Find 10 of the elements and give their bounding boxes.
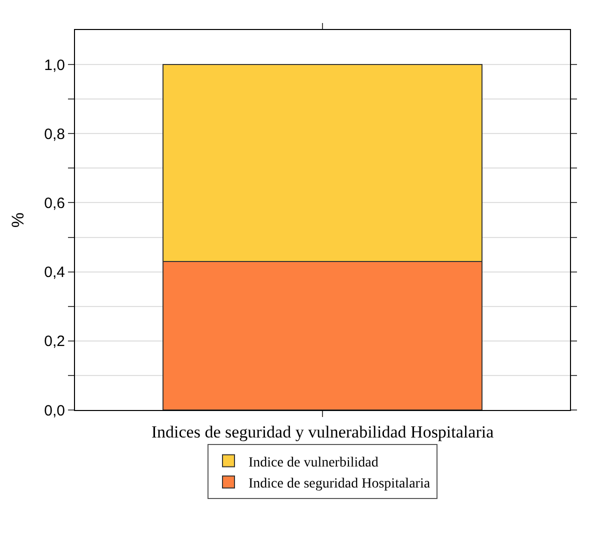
legend-label: Indice de seguridad Hospitalaria <box>248 476 431 492</box>
y-tick-label: 0,4 <box>44 264 65 282</box>
y-axis-title: % <box>8 212 28 228</box>
legend-label: Indice de vulnerbilidad <box>248 455 378 470</box>
y-tick-label: 0,2 <box>44 333 65 350</box>
y-tick-label: 1,0 <box>44 56 65 74</box>
x-tick-label: Indices de seguridad y vulnerabilidad Hospitalaria <box>151 422 494 442</box>
y-tick-label: 0,0 <box>44 402 65 420</box>
y-tick-label: 0,6 <box>44 194 65 212</box>
y-tick-label: 0,8 <box>44 126 65 143</box>
